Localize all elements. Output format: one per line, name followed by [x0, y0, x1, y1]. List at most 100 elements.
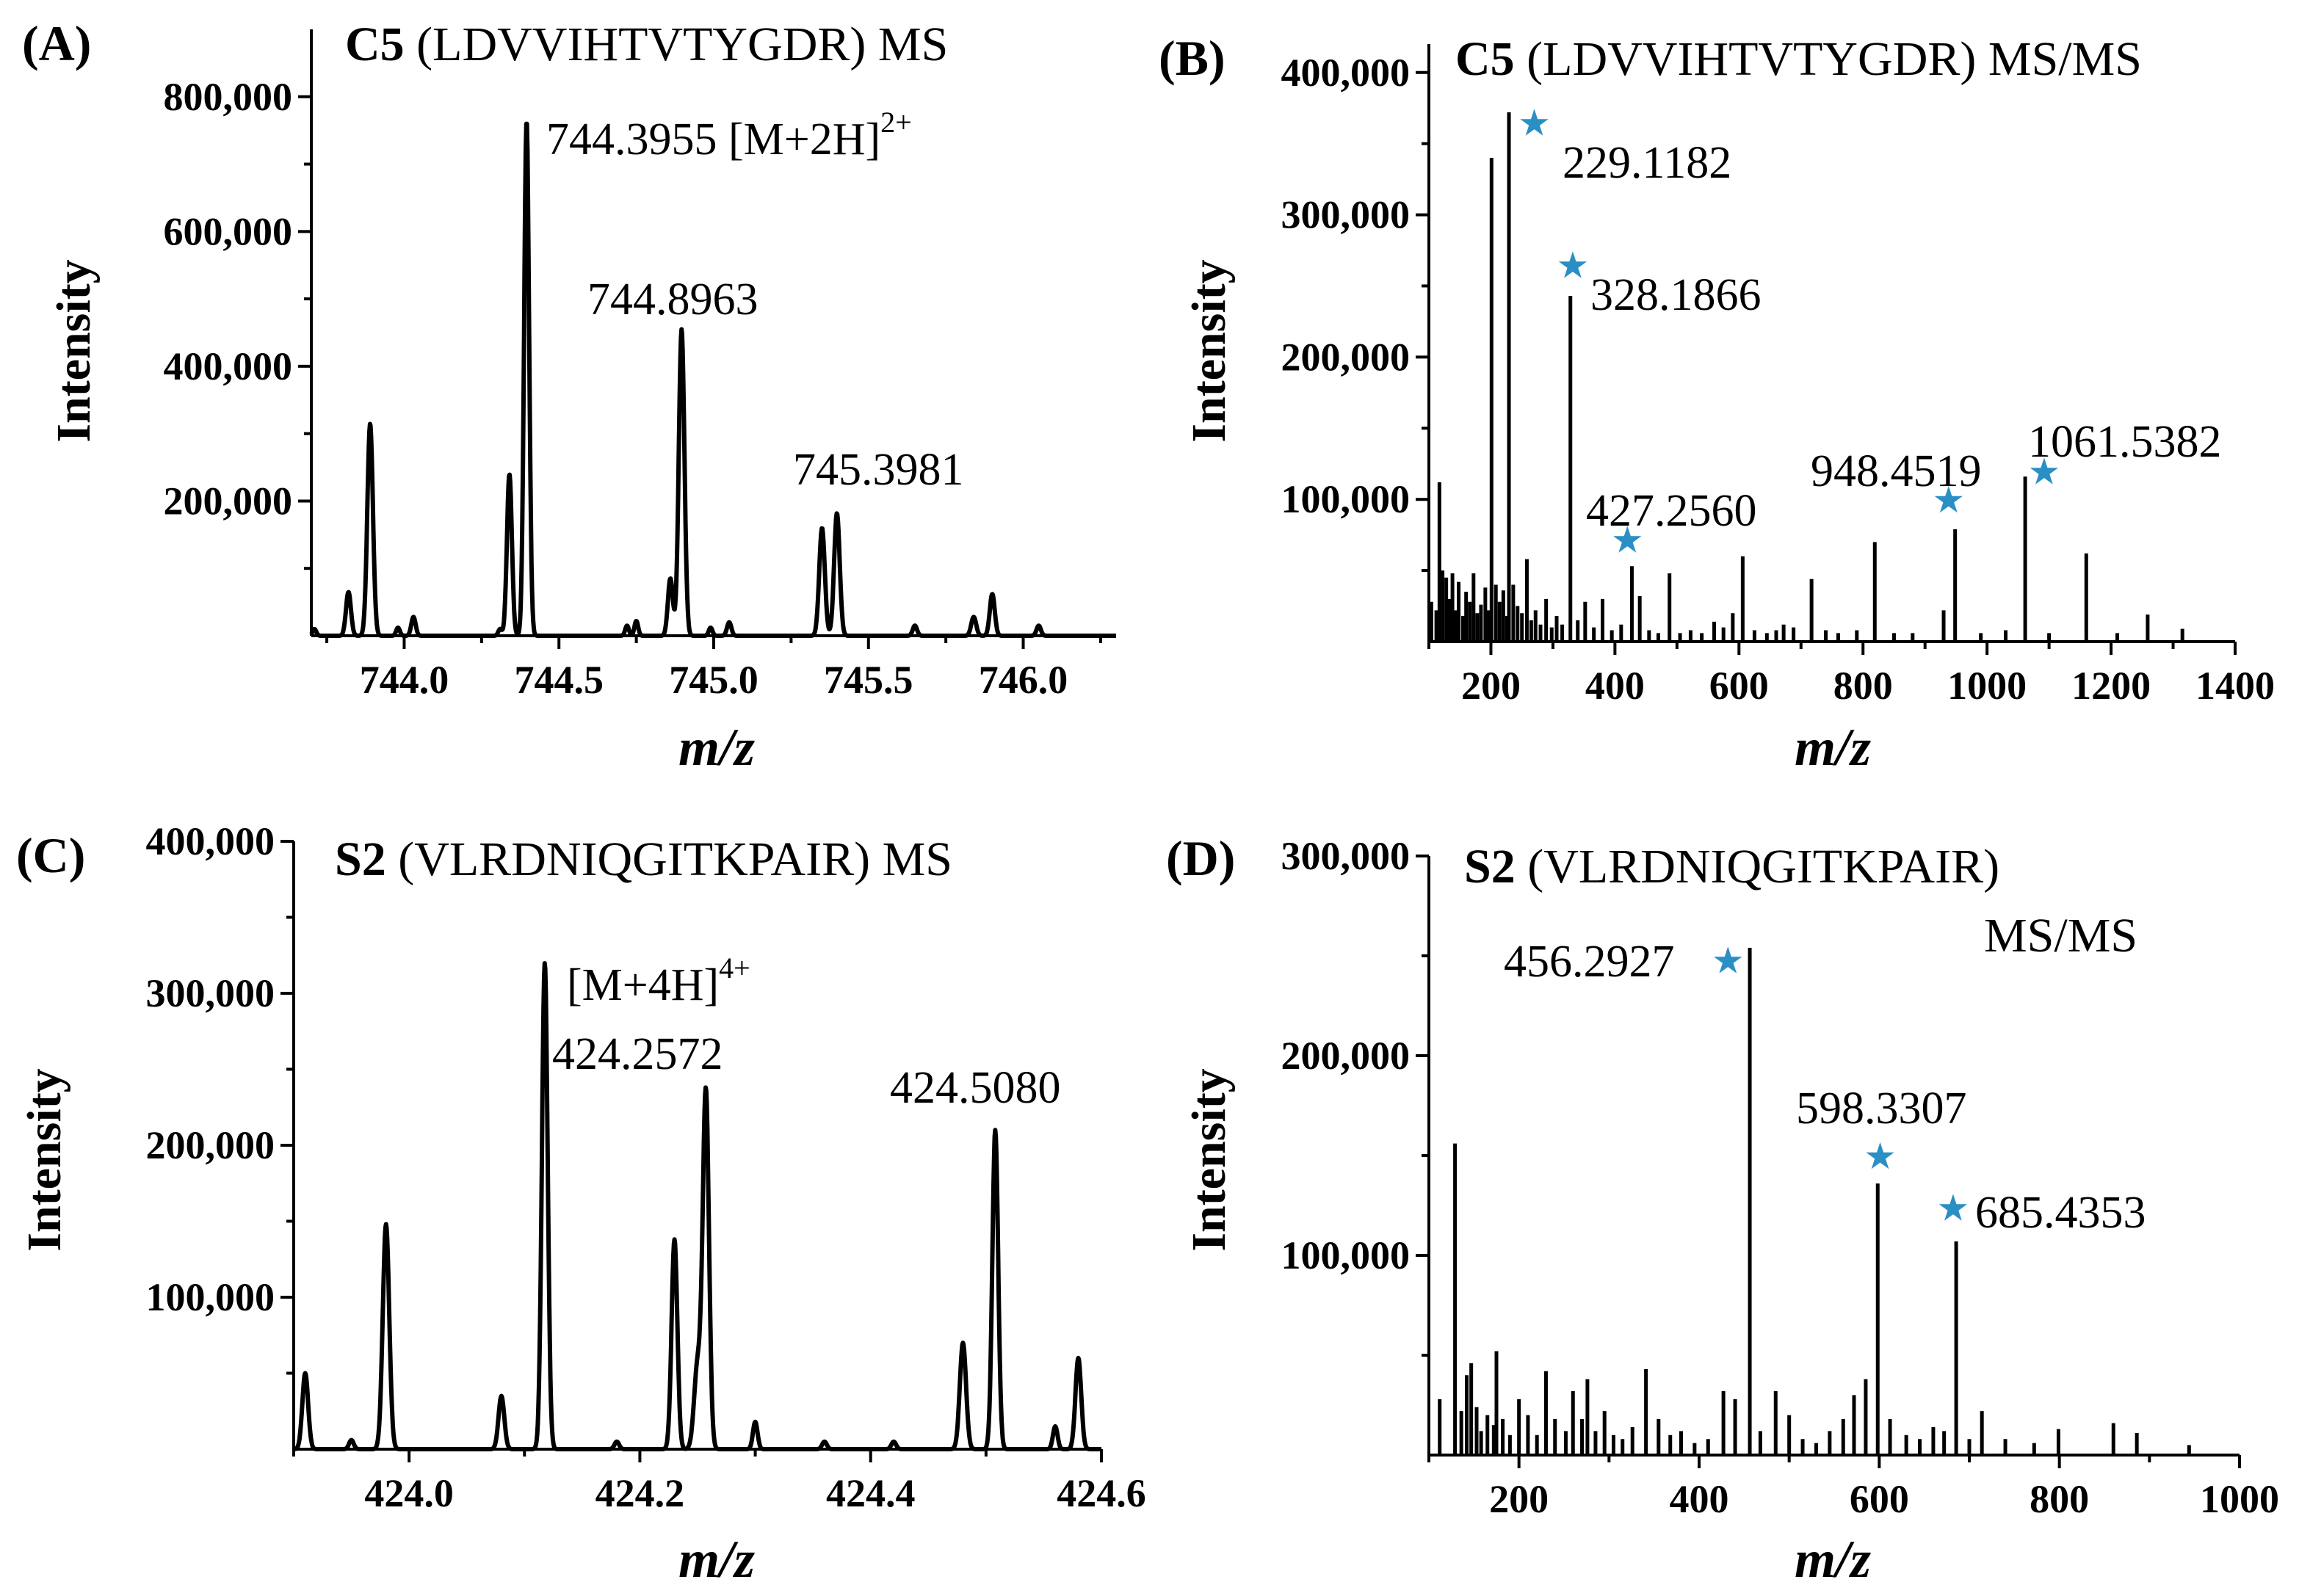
title-sequence: (LDVVIHTVTYGDR) MS	[416, 18, 948, 71]
x-tick-label: 1400	[2195, 664, 2275, 708]
peak-label-948-4519: 948.4519	[1811, 446, 1982, 496]
y-tick-label: 100,000	[1281, 477, 1411, 521]
star-icon: ★	[1518, 102, 1551, 145]
x-tick-label: 1200	[2071, 664, 2151, 708]
peak-label-text: [M+4H]	[567, 960, 719, 1010]
x-tick-label: 400	[1670, 1477, 1729, 1521]
peak-label-427-2560: 427.2560	[1586, 486, 1757, 536]
star-icon: ★	[1557, 244, 1590, 286]
y-axis-label: Intensity	[1182, 259, 1236, 442]
x-tick-label: 400	[1585, 664, 1645, 708]
star-icon: ★	[1932, 479, 1965, 521]
title-peptide-id: S2	[1464, 840, 1516, 893]
spectrum-trace	[309, 121, 1118, 638]
spectrum	[309, 121, 1118, 638]
x-tick-label: 745.0	[669, 658, 759, 702]
chart-title: C5 (LDVVIHTVTYGDR) MS	[345, 18, 948, 71]
peak-label-456-2927: 456.2927	[1504, 937, 1675, 987]
x-tick-labels: 744.0 744.5 745.0 745.5 746.0	[360, 658, 1068, 702]
panel-label: (C)	[16, 827, 85, 883]
spectrum-trace	[292, 961, 1104, 1451]
x-tick-label: 745.5	[824, 658, 913, 702]
panel-label: (D)	[1166, 830, 1235, 886]
x-tick-label: 424.2	[595, 1471, 685, 1515]
y-tick-label: 300,000	[1281, 834, 1411, 878]
panel-d: (D) S2 (VLRDNIQGITKPAIR) MS/MS 100,000 20…	[1166, 830, 2279, 1589]
star-icon: ★	[1937, 1187, 1970, 1230]
y-axis-label: Intensity	[18, 1068, 71, 1251]
spectrum	[1429, 112, 2184, 642]
x-axis-label: m/z	[678, 1530, 755, 1589]
y-tick-label: 400,000	[146, 819, 275, 863]
x-tick-label: 1000	[2200, 1477, 2279, 1521]
x-tick-label: 424.0	[364, 1471, 454, 1515]
star-icon: ★	[1712, 939, 1745, 982]
axes	[280, 840, 1103, 1462]
chart-title: C5 (LDVVIHTVTYGDR) MS/MS	[1455, 32, 2142, 86]
star-icon: ★	[1611, 518, 1644, 561]
x-tick-label: 200	[1489, 1477, 1549, 1521]
peak-label-text: 744.3955 [M+2H]	[546, 115, 880, 164]
x-axis-label: m/z	[1795, 1530, 1871, 1589]
peak-label-744-3955: 744.3955 [M+2H]2+	[546, 106, 912, 164]
spectrum	[292, 961, 1104, 1451]
y-tick-label: 200,000	[1281, 335, 1411, 379]
y-tick-label: 100,000	[1281, 1233, 1411, 1277]
y-tick-labels: 100,000 200,000 300,000 400,000	[1281, 51, 1411, 521]
star-icon: ★	[1864, 1135, 1897, 1178]
x-tick-labels: 200 400 600 800 1000 1200 1400	[1461, 664, 2275, 708]
star-icon: ★	[2027, 450, 2060, 493]
x-tick-label: 1000	[1947, 664, 2027, 708]
panel-c: (C) S2 (VLRDNIQGITKPAIR) MS 100,000 200,0…	[16, 819, 1146, 1589]
y-axis-label: Intensity	[47, 259, 101, 442]
y-tick-label: 400,000	[164, 344, 293, 388]
title-peptide-id: C5	[345, 18, 405, 71]
y-axis-label: Intensity	[1182, 1068, 1236, 1251]
x-tick-label: 800	[2030, 1477, 2089, 1521]
panel-label: (B)	[1159, 30, 1225, 86]
x-tick-label: 746.0	[979, 658, 1068, 702]
title-sequence: (VLRDNIQGITKPAIR)	[1527, 840, 1999, 893]
y-tick-label: 100,000	[146, 1275, 275, 1319]
peak-label-1061-5382: 1061.5382	[2028, 417, 2222, 467]
x-tick-label: 424.6	[1057, 1471, 1146, 1515]
spectrum	[1438, 948, 2191, 1455]
title-sequence: (VLRDNIQGITKPAIR) MS	[398, 833, 952, 886]
chart-title: S2 (VLRDNIQGITKPAIR) MS	[335, 833, 952, 886]
x-axis-label: m/z	[678, 718, 755, 777]
x-tick-labels: 200 400 600 800 1000	[1489, 1477, 2279, 1521]
x-tick-label: 800	[1833, 664, 1893, 708]
star-markers: ★ ★ ★ ★ ★	[1518, 102, 2060, 562]
panel-label: (A)	[22, 15, 91, 71]
y-tick-label: 300,000	[146, 971, 275, 1015]
title-peptide-id: C5	[1455, 32, 1515, 86]
peak-label-744-8963: 744.8963	[587, 275, 759, 324]
peak-label-424-2572: 424.2572	[552, 1029, 723, 1079]
title-peptide-id: S2	[335, 833, 386, 886]
peak-label-328-1866: 328.1866	[1590, 270, 1762, 320]
y-tick-label: 400,000	[1281, 51, 1411, 95]
chart-title-line2: MS/MS	[1984, 909, 2137, 962]
x-tick-label: 200	[1461, 664, 1521, 708]
y-tick-label: 800,000	[164, 75, 293, 119]
star-markers: ★ ★ ★	[1712, 939, 1969, 1229]
y-tick-label: 200,000	[164, 479, 293, 523]
x-tick-label: 600	[1709, 664, 1769, 708]
charge-state-label: [M+4H]4+	[567, 951, 750, 1010]
x-tick-label: 744.0	[360, 658, 449, 702]
charge-superscript: 4+	[719, 951, 750, 984]
charge-superscript: 2+	[880, 106, 912, 139]
y-tick-label: 600,000	[164, 209, 293, 253]
peak-label-598-3307: 598.3307	[1796, 1084, 1967, 1133]
panel-a: (A) C5 (LDVVIHTVTYGDR) MS 200,000 400,000…	[22, 15, 1118, 777]
x-tick-labels: 424.0 424.2 424.4 424.6	[364, 1471, 1145, 1515]
x-tick-label: 744.5	[514, 658, 604, 702]
y-tick-labels: 200,000 400,000 600,000 800,000	[164, 75, 293, 523]
x-tick-label: 600	[1850, 1477, 1909, 1521]
chart-title: S2 (VLRDNIQGITKPAIR)	[1464, 840, 1999, 893]
y-tick-labels: 100,000 200,000 300,000 400,000	[146, 819, 275, 1319]
peak-label-424-5080: 424.5080	[890, 1063, 1061, 1113]
x-axis-label: m/z	[1795, 718, 1871, 777]
axes	[1416, 44, 2237, 655]
